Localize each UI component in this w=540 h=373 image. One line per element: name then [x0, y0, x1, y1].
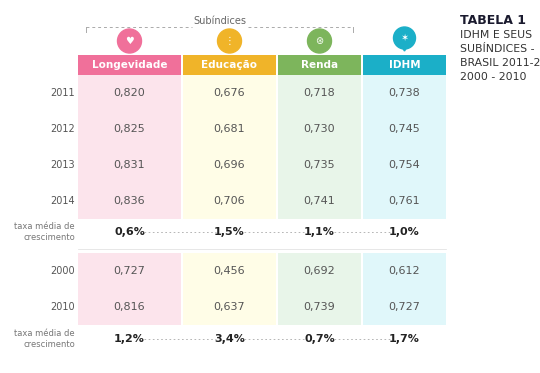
Circle shape	[118, 29, 141, 53]
FancyBboxPatch shape	[78, 253, 181, 325]
Text: 2010: 2010	[50, 302, 75, 312]
FancyBboxPatch shape	[78, 75, 181, 219]
Text: ⋮: ⋮	[225, 36, 234, 46]
Text: 2000 - 2010: 2000 - 2010	[460, 72, 526, 82]
Text: Educação: Educação	[201, 60, 258, 70]
Text: Subíndices: Subíndices	[193, 16, 246, 26]
Text: ♥: ♥	[125, 36, 134, 46]
Text: 2011: 2011	[50, 88, 75, 98]
Text: TABELA 1: TABELA 1	[460, 14, 526, 27]
Text: 1,1%: 1,1%	[304, 227, 335, 237]
Text: 2012: 2012	[50, 124, 75, 134]
Text: Renda: Renda	[301, 60, 338, 70]
FancyBboxPatch shape	[278, 253, 361, 325]
FancyBboxPatch shape	[363, 55, 446, 75]
Text: 0,820: 0,820	[113, 88, 145, 98]
FancyBboxPatch shape	[278, 55, 361, 75]
Text: 0,727: 0,727	[389, 302, 421, 312]
Text: 0,727: 0,727	[113, 266, 145, 276]
Text: 0,676: 0,676	[214, 88, 245, 98]
Text: 0,706: 0,706	[214, 196, 245, 206]
Text: 0,730: 0,730	[303, 124, 335, 134]
Text: 0,735: 0,735	[303, 160, 335, 170]
Circle shape	[218, 29, 241, 53]
FancyBboxPatch shape	[183, 253, 276, 325]
Text: 0,761: 0,761	[389, 196, 420, 206]
Circle shape	[394, 27, 415, 49]
Text: 1,0%: 1,0%	[389, 227, 420, 237]
Text: 0,738: 0,738	[389, 88, 420, 98]
Text: 0,696: 0,696	[214, 160, 245, 170]
Text: 0,681: 0,681	[214, 124, 245, 134]
Text: 2014: 2014	[50, 196, 75, 206]
Text: 1,5%: 1,5%	[214, 227, 245, 237]
Text: 0,612: 0,612	[389, 266, 420, 276]
Text: 0,7%: 0,7%	[304, 334, 335, 344]
Text: taxa média de
crescimento: taxa média de crescimento	[15, 222, 75, 242]
FancyBboxPatch shape	[278, 75, 361, 219]
Text: SUBÍNDICES -: SUBÍNDICES -	[460, 44, 535, 54]
Text: 0,739: 0,739	[303, 302, 335, 312]
Text: 0,825: 0,825	[113, 124, 145, 134]
Text: 0,456: 0,456	[214, 266, 245, 276]
Text: 0,741: 0,741	[303, 196, 335, 206]
Text: 1,7%: 1,7%	[389, 334, 420, 344]
Text: 0,836: 0,836	[114, 196, 145, 206]
Circle shape	[307, 29, 332, 53]
FancyBboxPatch shape	[183, 55, 276, 75]
FancyBboxPatch shape	[363, 253, 446, 325]
FancyBboxPatch shape	[183, 75, 276, 219]
Text: 0,754: 0,754	[389, 160, 420, 170]
FancyBboxPatch shape	[78, 55, 181, 75]
Text: 0,831: 0,831	[114, 160, 145, 170]
Text: IDHM E SEUS: IDHM E SEUS	[460, 30, 532, 40]
Text: 0,745: 0,745	[389, 124, 420, 134]
FancyBboxPatch shape	[363, 75, 446, 219]
Text: 2000: 2000	[50, 266, 75, 276]
Text: 0,6%: 0,6%	[114, 227, 145, 237]
Text: 0,718: 0,718	[303, 88, 335, 98]
Text: taxa média de
crescimento: taxa média de crescimento	[15, 329, 75, 350]
Text: 0,816: 0,816	[114, 302, 145, 312]
Polygon shape	[397, 40, 411, 51]
Text: 3,4%: 3,4%	[214, 334, 245, 344]
Text: ✶: ✶	[401, 33, 409, 43]
Text: 1,2%: 1,2%	[114, 334, 145, 344]
Text: Longevidade: Longevidade	[92, 60, 167, 70]
Text: 0,692: 0,692	[303, 266, 335, 276]
Text: 0,637: 0,637	[214, 302, 245, 312]
Text: IDHM: IDHM	[389, 60, 420, 70]
Text: BRASIL 2011-2014 E: BRASIL 2011-2014 E	[460, 58, 540, 68]
Text: 2013: 2013	[50, 160, 75, 170]
Text: ⊛: ⊛	[315, 36, 323, 46]
